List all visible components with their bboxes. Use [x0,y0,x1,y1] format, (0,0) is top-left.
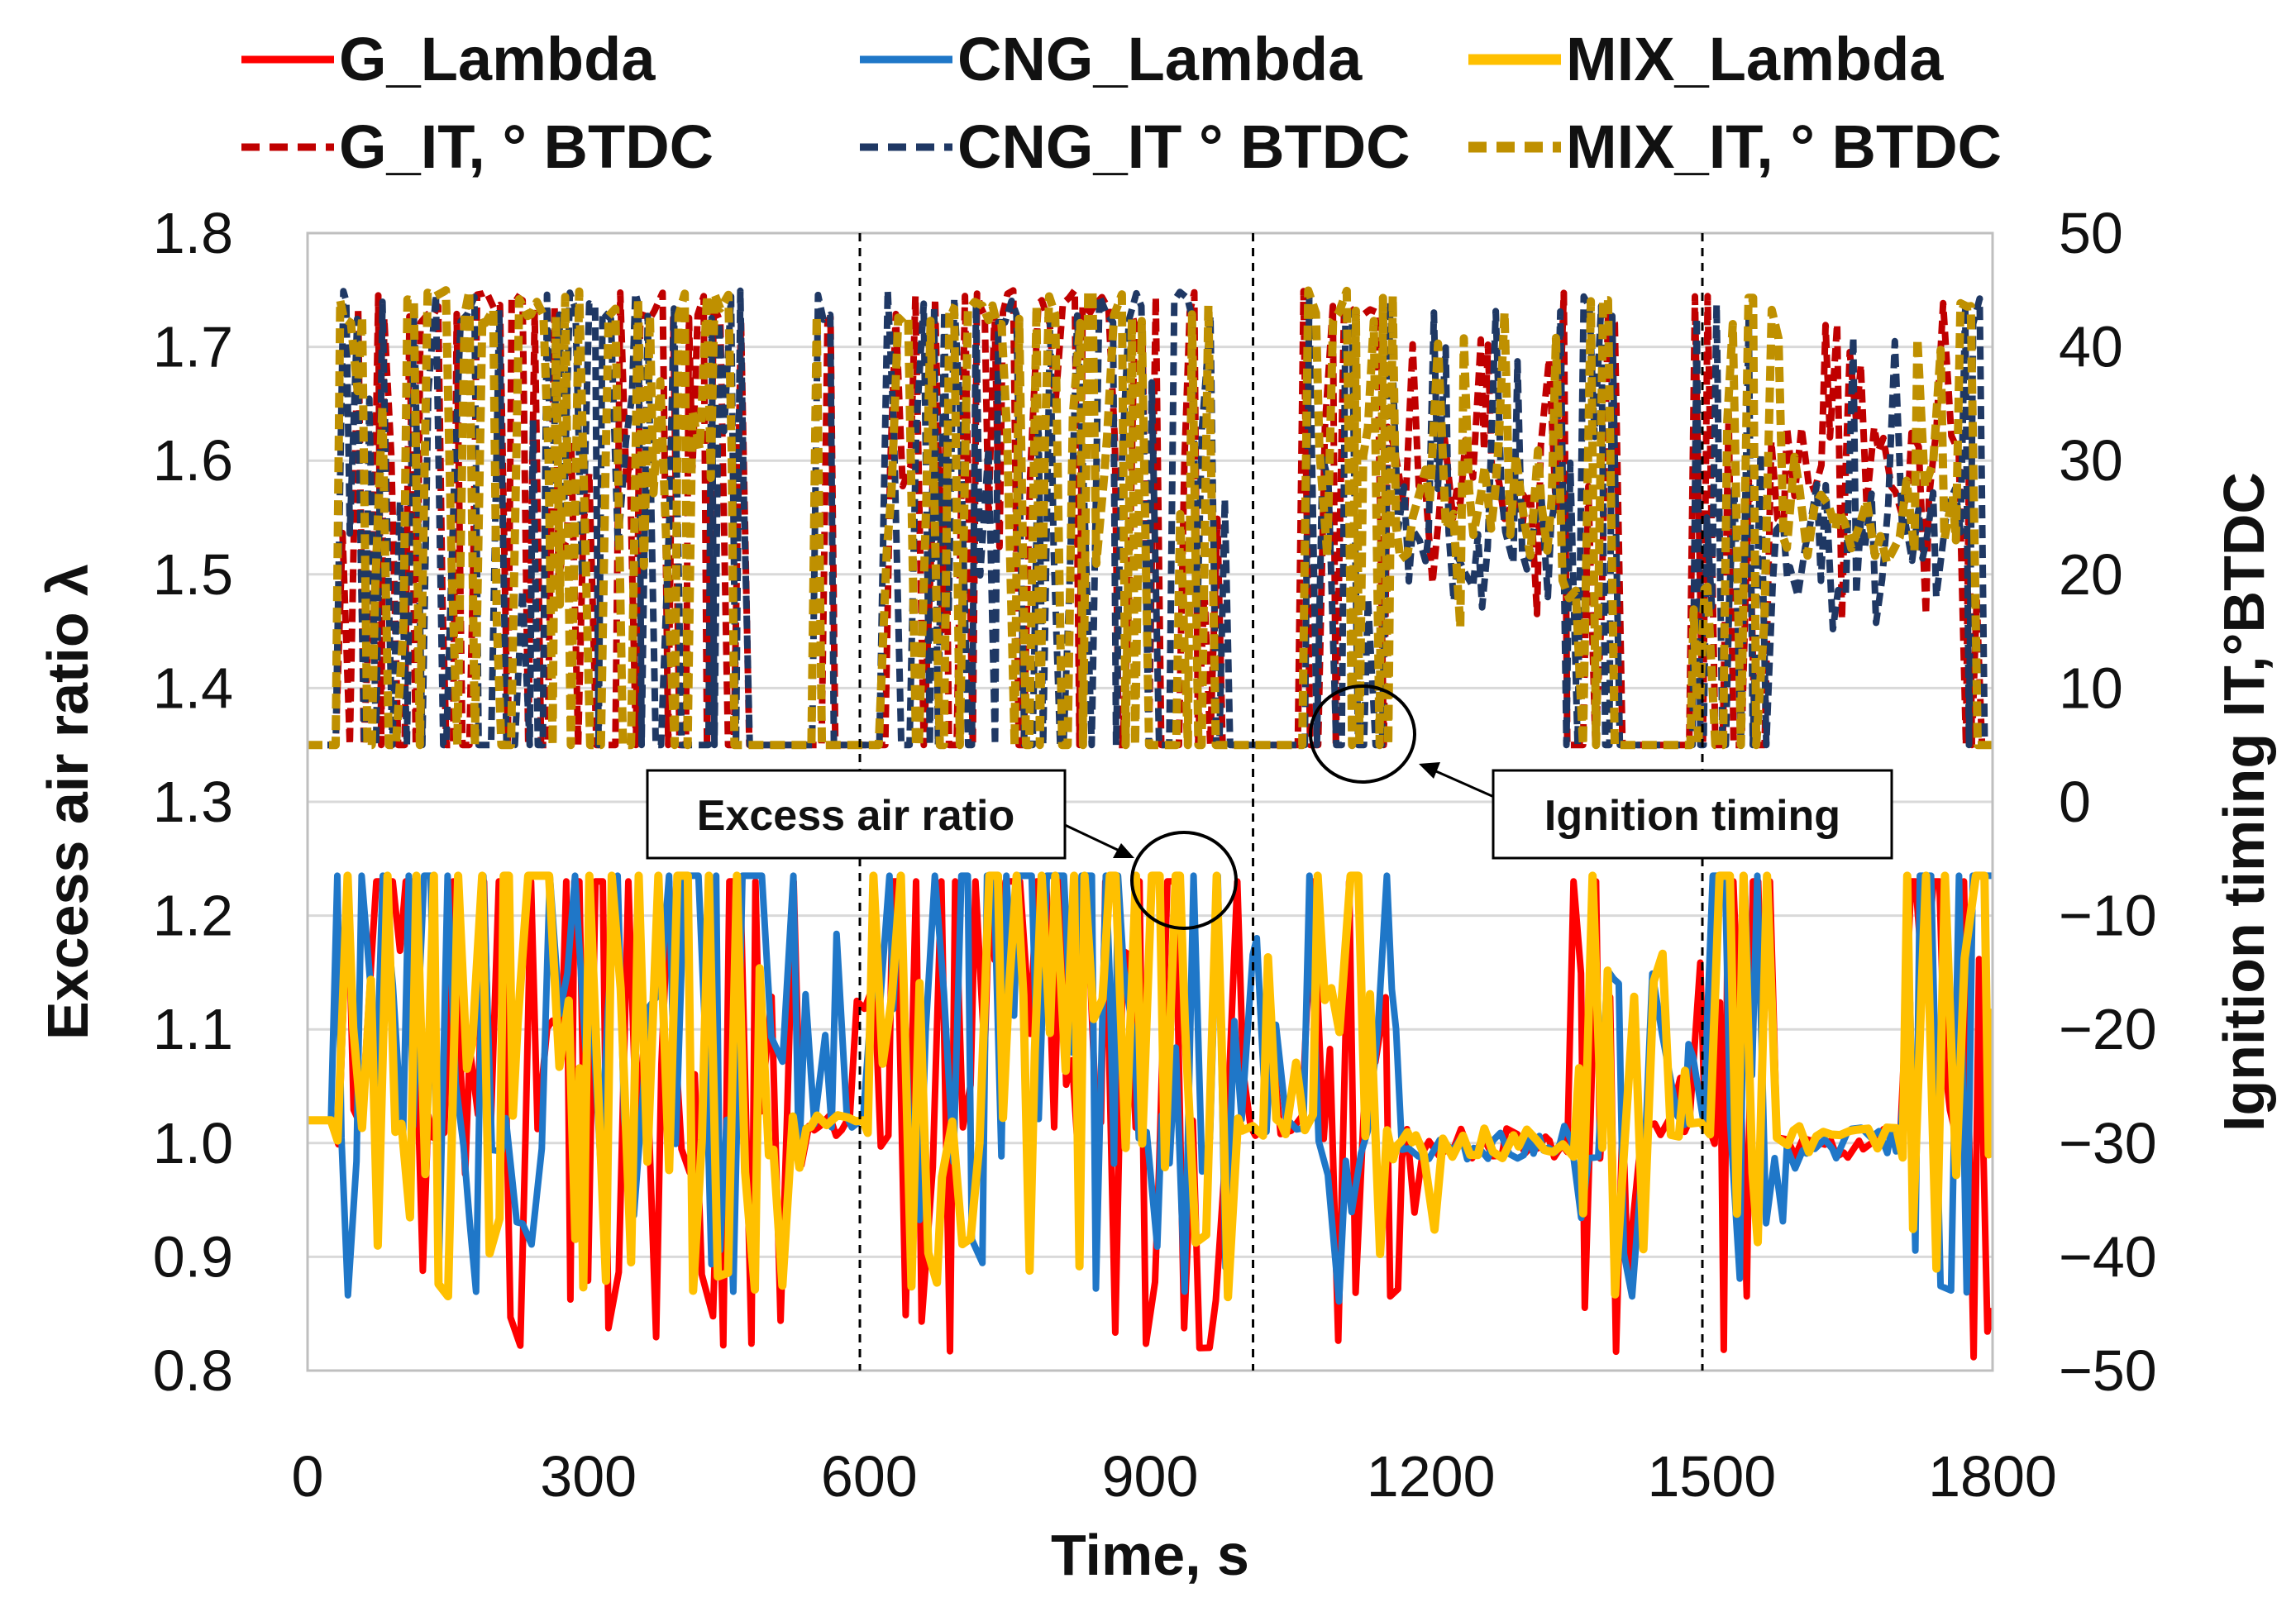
plot-frame [306,231,1994,1372]
y2-tick-label: 50 [2059,201,2123,265]
x-tick-label: 300 [540,1444,637,1509]
tick-labels: 0 300 600 900 1200 1500 18000.80.91.01.11.21.3… [153,201,2157,1509]
plot-area [308,286,1993,1361]
y2-tick-label: 30 [2059,428,2123,493]
y2-axis-title: Ignition timing IT,°BTDC [2212,472,2276,1132]
annotation-arrow-it [1430,767,1502,802]
x-tick-label: 1200 [1367,1444,1496,1509]
y2-tick-label: −10 [2059,884,2157,948]
x-tick-label: 600 [821,1444,918,1509]
annotation-label-lambda: Excess air ratio [697,792,1014,840]
series-line-mix-lambda [308,871,1993,1302]
legend-label-g_it: G_IT, ° BTDC [339,112,714,181]
y-tick-label: 0.8 [153,1338,233,1403]
y-tick-label: 1.3 [153,770,233,834]
legend-label-mix_lambda: MIX_Lambda [1566,25,1944,93]
y2-tick-label: 0 [2059,770,2091,834]
legend-label-cng_it: CNG_IT ° BTDC [957,112,1411,181]
y2-tick-label: 10 [2059,656,2123,720]
y2-tick-label: −30 [2059,1111,2157,1175]
y2-tick-label: 40 [2059,315,2123,379]
annotation-arrowhead-lambda [1113,843,1134,858]
annotation-label-it: Ignition timing [1544,792,1840,840]
y-tick-label: 1.5 [153,542,233,607]
lambda-series-group [308,871,1993,1361]
y-tick-label: 1.6 [153,428,233,493]
y2-tick-label: −50 [2059,1338,2157,1403]
annotation-arrowhead-it [1419,762,1440,779]
ignition-timing-series-group [308,286,1993,750]
annotation-box-lambda [646,769,1067,860]
y-tick-label: 0.9 [153,1224,233,1289]
y-axis-title: Excess air ratio λ [36,564,100,1040]
annotation-circle-it [1309,684,1416,784]
x-tick-label: 1500 [1647,1444,1776,1509]
annotations: Excess air ratio Ignition timing [646,684,1893,930]
legend-label-mix_it: MIX_IT, ° BTDC [1566,112,2002,181]
y-tick-label: 1.7 [153,315,233,379]
y2-tick-label: 20 [2059,542,2123,607]
y-tick-label: 1.2 [153,884,233,948]
y2-tick-label: −20 [2059,997,2157,1061]
x-tick-label: 0 [292,1444,324,1509]
annotation-circle-lambda [1130,831,1238,930]
x-tick-label: 900 [1102,1444,1199,1509]
annotation-arrow-lambda [1064,823,1125,855]
series-line-cng-it [308,287,1993,749]
y-tick-label: 1.0 [153,1111,233,1175]
annotation-box-it [1492,769,1893,860]
x-axis-title: Time, s [1051,1523,1249,1587]
series-line-mix-it [308,286,1993,750]
y-tick-label: 1.1 [153,997,233,1061]
legend-label-g_lambda: G_Lambda [339,25,656,93]
y2-tick-label: −40 [2059,1224,2157,1289]
y-tick-label: 1.4 [153,656,233,720]
legend: G_Lambda CNG_Lambda MIX_Lambda G_IT, ° BTDC… [241,25,2002,181]
x-tick-label: 1800 [1928,1444,2057,1509]
legend-label-cng_lambda: CNG_Lambda [957,25,1363,93]
y-tick-label: 1.8 [153,201,233,265]
